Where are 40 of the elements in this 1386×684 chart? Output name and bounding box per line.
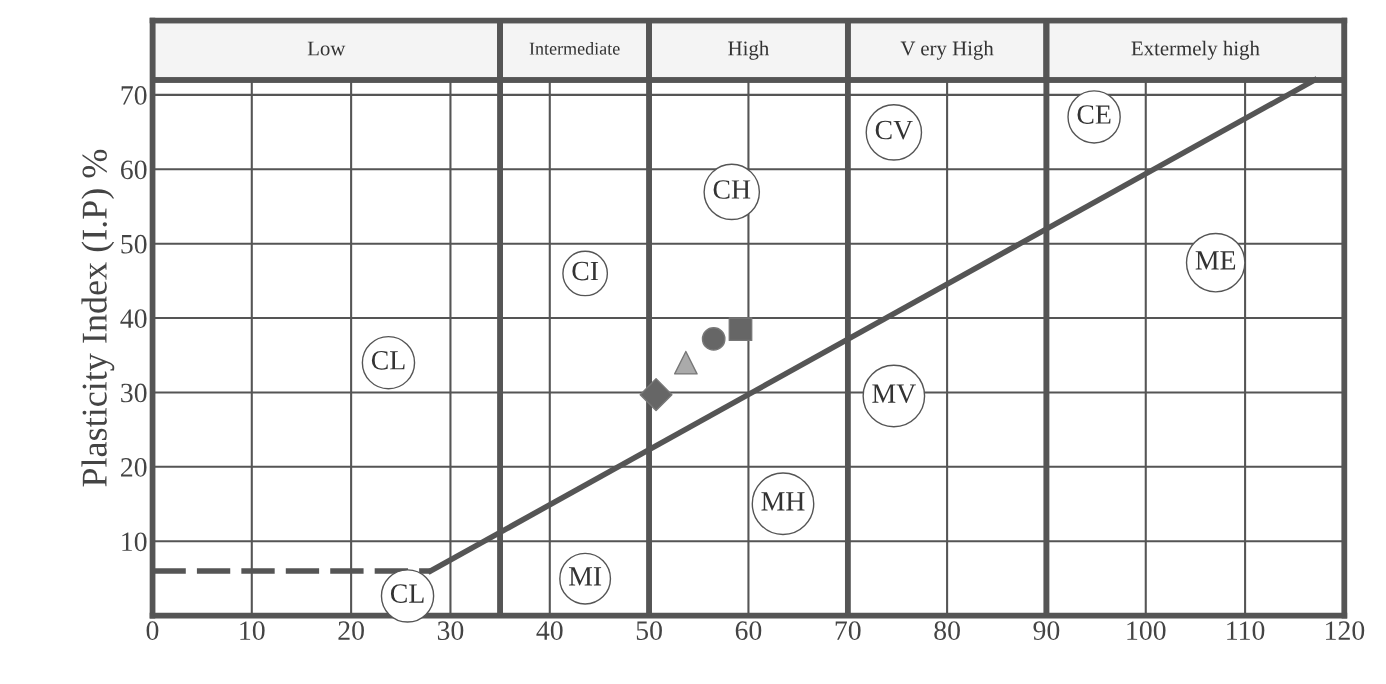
y-tick-label: 30 bbox=[121, 383, 147, 403]
band-label: Low bbox=[307, 41, 346, 56]
y-tick-label: 70 bbox=[121, 86, 147, 105]
x-tick-label: 40 bbox=[536, 621, 563, 641]
annotation: CV bbox=[875, 120, 913, 140]
x-tick-label: 110 bbox=[1227, 621, 1265, 641]
x-tick-label: 10 bbox=[240, 621, 265, 641]
annotation: CH bbox=[713, 180, 751, 199]
annotation: MV bbox=[872, 384, 916, 404]
band-label: Extermely high bbox=[1131, 40, 1260, 60]
annotation: CL bbox=[371, 350, 405, 370]
annotation: MI bbox=[568, 567, 602, 586]
y-tick-label: 60 bbox=[121, 160, 147, 180]
point bbox=[639, 378, 673, 412]
x-tick-label: 20 bbox=[338, 621, 364, 641]
point bbox=[701, 326, 726, 351]
y-tick-label: 40 bbox=[120, 309, 147, 328]
x-tick-label: 30 bbox=[437, 621, 464, 641]
point bbox=[728, 317, 753, 342]
x-tick-label: 90 bbox=[1033, 621, 1060, 641]
x-tick-label: 100 bbox=[1127, 621, 1166, 641]
annotation: CL bbox=[390, 584, 424, 603]
annotation: MH bbox=[761, 492, 805, 511]
x-tick-label: 70 bbox=[835, 621, 861, 641]
x-tick-label: 0 bbox=[146, 621, 159, 641]
y-axis-title: Plasticity Index (I.P) % bbox=[81, 149, 115, 487]
y-tick-label: 20 bbox=[121, 458, 147, 477]
x-tick-label: 60 bbox=[735, 621, 762, 641]
x-tick-label: 50 bbox=[636, 621, 662, 641]
annotation: ME bbox=[1195, 251, 1236, 270]
band-label: High bbox=[728, 40, 769, 60]
band-label: V ery High bbox=[900, 40, 994, 60]
band-label: Intermediate bbox=[529, 42, 620, 55]
y-tick-label: 10 bbox=[122, 532, 147, 552]
x-tick-label: 80 bbox=[934, 621, 960, 641]
x-tick-label: 120 bbox=[1326, 621, 1365, 641]
annotation: CI bbox=[572, 261, 599, 281]
y-tick-label: 50 bbox=[121, 234, 147, 254]
annotation: CE bbox=[1077, 105, 1111, 124]
point bbox=[673, 350, 698, 375]
